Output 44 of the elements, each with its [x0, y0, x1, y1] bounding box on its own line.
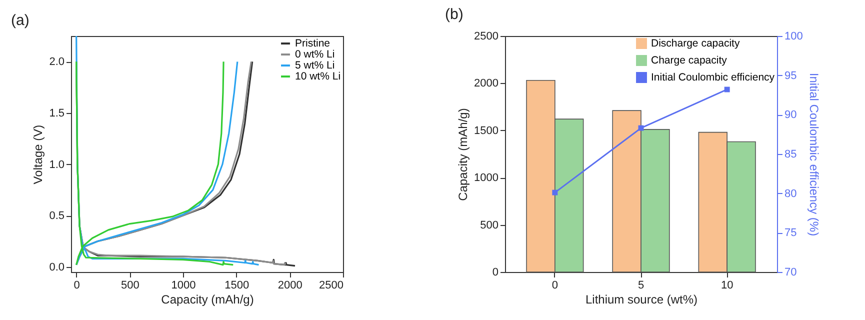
x-tick-label: 500 [120, 280, 140, 292]
x-tick-label: 0 [74, 280, 80, 292]
y2-tick-label: 70 [784, 266, 797, 278]
x-axis-title: Lithium source (wt%) [585, 292, 698, 306]
x-tick-label: 2500 [319, 280, 344, 292]
y-tick-label: 0.5 [49, 210, 64, 222]
x-tick-label: 1500 [224, 280, 250, 292]
y-tick-label: 1000 [474, 172, 498, 184]
x-tick-label: 5 [638, 280, 644, 292]
y2-axis-title: Initial Coulombic efficiency (%) [806, 72, 821, 236]
x-tick-label: 0 [552, 280, 558, 292]
x-tick-label: 1000 [171, 280, 196, 292]
y-tick-label: 1.5 [49, 107, 64, 120]
y-axis-title: Voltage (V) [31, 124, 46, 184]
y-tick-label: 0 [492, 266, 498, 278]
y2-tick-label: 85 [784, 148, 797, 160]
point [638, 125, 644, 131]
y-tick-label: 500 [480, 219, 498, 232]
y-tick-label: 2.0 [49, 56, 64, 68]
legend-label: 5 wt% Li [295, 60, 335, 72]
y2-tick-label: 75 [784, 227, 797, 240]
y2-tick-label: 90 [784, 109, 797, 122]
y-tick-label: 2500 [474, 30, 498, 42]
y-axis-title: Capacity (mAh/g) [456, 108, 470, 201]
legend-label: 0 wt% Li [295, 48, 335, 60]
y-tick-label: 1500 [474, 124, 498, 137]
y2-tick-label: 95 [784, 70, 797, 82]
legend-label: 10 wt% Li [295, 70, 341, 82]
chart-title: (b) [445, 6, 464, 23]
legend-label: Discharge capacity [651, 38, 740, 50]
x-tick-label: 2000 [278, 280, 302, 292]
y2-tick-label: 100 [784, 30, 803, 42]
y-tick-label: 0.0 [49, 261, 64, 274]
legend-label: Charge capacity [651, 54, 728, 66]
legend-label: Initial Coulombic efficiency [651, 72, 776, 84]
point [724, 86, 730, 92]
point [552, 190, 558, 196]
y-tick-label: 2000 [474, 78, 498, 90]
y2-tick-label: 80 [784, 188, 797, 200]
x-tick-label: 10 [720, 280, 734, 292]
legend-label: Pristine [295, 38, 330, 50]
x-axis-title: Capacity (mAh/g) [161, 292, 254, 306]
chart-title: (a) [11, 12, 30, 29]
y-tick-label: 1.0 [49, 158, 64, 171]
